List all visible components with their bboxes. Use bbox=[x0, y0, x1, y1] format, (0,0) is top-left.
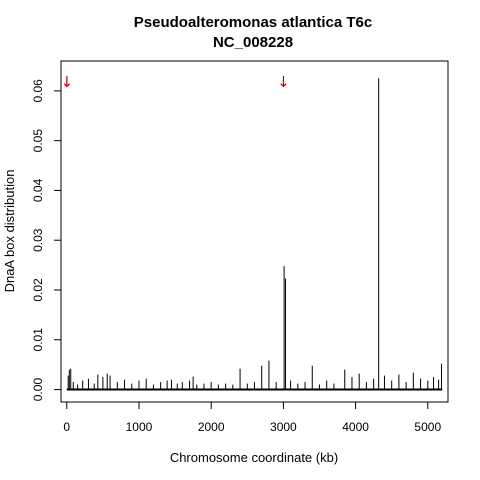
y-tick-label: 0.01 bbox=[31, 328, 45, 352]
x-axis-label: Chromosome coordinate (kb) bbox=[170, 450, 338, 465]
y-axis: 0.00 0.01 0.02 0.03 0.04 0.05 0.06 bbox=[31, 79, 62, 402]
x-axis: 0 1000 2000 3000 4000 5000 bbox=[63, 401, 441, 434]
y-tick-label: 0.02 bbox=[31, 278, 45, 302]
y-axis-label: DnaA box distribution bbox=[2, 170, 17, 293]
y-tick-label: 0.04 bbox=[31, 178, 45, 202]
chart-subtitle: NC_008228 bbox=[213, 34, 293, 51]
y-tick-label: 0.05 bbox=[31, 129, 45, 153]
x-tick-label: 5000 bbox=[414, 420, 441, 434]
y-tick-label: 0.06 bbox=[31, 79, 45, 103]
x-tick-label: 3000 bbox=[270, 420, 297, 434]
origin-markers: ↓ ↓ bbox=[60, 73, 289, 91]
arrow-down-icon: ↓ bbox=[277, 73, 290, 91]
x-tick-label: 1000 bbox=[126, 420, 153, 434]
data-series bbox=[66, 78, 443, 391]
y-tick-label: 0.00 bbox=[31, 378, 45, 402]
x-tick-label: 4000 bbox=[342, 420, 369, 434]
plot-frame bbox=[60, 60, 449, 403]
arrow-down-icon: ↓ bbox=[60, 73, 73, 91]
chart-title: Pseudoalteromonas atlantica T6c bbox=[134, 14, 372, 31]
y-tick-label: 0.03 bbox=[31, 228, 45, 252]
x-tick-label: 2000 bbox=[198, 420, 225, 434]
x-tick-label: 0 bbox=[63, 420, 70, 434]
